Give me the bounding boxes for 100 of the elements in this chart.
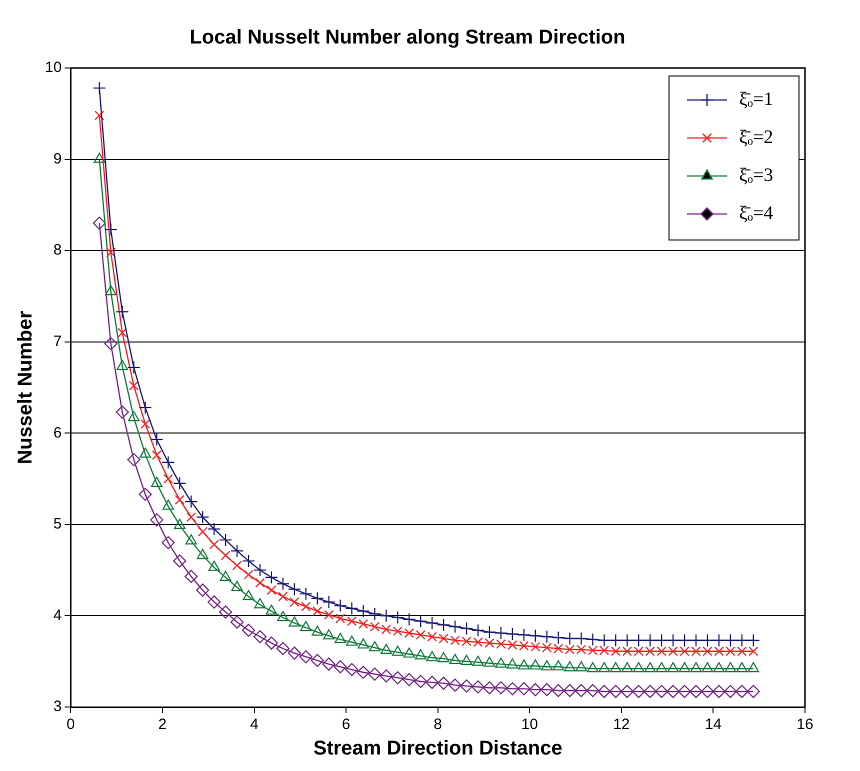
point	[334, 599, 347, 612]
point	[334, 632, 346, 644]
point	[714, 646, 724, 656]
point	[746, 684, 760, 698]
point	[530, 659, 542, 670]
point	[300, 620, 312, 632]
point	[576, 644, 586, 654]
point	[494, 626, 508, 640]
point	[198, 526, 208, 537]
point	[345, 662, 358, 676]
point	[689, 684, 703, 698]
point	[632, 684, 646, 698]
point	[712, 684, 726, 698]
point	[712, 634, 726, 647]
point	[356, 604, 370, 618]
point	[288, 616, 300, 627]
point	[184, 570, 198, 584]
point	[94, 110, 104, 120]
point	[668, 646, 678, 656]
point	[416, 630, 426, 640]
x-tick-label: 10	[521, 716, 538, 734]
point	[231, 580, 243, 592]
point	[610, 646, 621, 656]
chart-title: Local Nusselt Number along Stream Direction	[190, 26, 626, 49]
point	[184, 495, 198, 508]
point	[138, 400, 152, 414]
point	[392, 626, 403, 636]
point	[462, 636, 472, 646]
point	[621, 662, 633, 672]
point	[599, 646, 610, 656]
point	[540, 630, 554, 644]
point	[346, 616, 357, 626]
point	[656, 646, 666, 656]
point	[104, 222, 118, 236]
point	[645, 646, 655, 656]
point	[94, 152, 106, 163]
point	[152, 450, 162, 460]
point	[196, 548, 208, 560]
point	[162, 500, 174, 510]
point	[460, 622, 474, 636]
point	[426, 676, 439, 689]
x-tick-label: 16	[796, 716, 814, 734]
point	[414, 649, 426, 660]
point	[506, 627, 520, 641]
point	[609, 634, 622, 647]
point	[324, 610, 334, 620]
point	[335, 614, 346, 624]
point	[506, 658, 518, 669]
point	[116, 305, 129, 318]
point	[196, 510, 210, 524]
point	[368, 668, 382, 681]
point	[174, 518, 186, 529]
point	[186, 512, 196, 522]
point	[358, 619, 368, 629]
point	[255, 578, 265, 588]
point	[609, 684, 622, 698]
point	[310, 654, 324, 668]
point	[448, 620, 462, 634]
point	[700, 634, 714, 647]
point	[620, 634, 634, 647]
point	[553, 644, 564, 654]
point	[150, 513, 164, 526]
point	[700, 684, 714, 698]
point	[508, 640, 518, 650]
point	[230, 544, 244, 558]
point	[482, 626, 496, 639]
point	[737, 646, 747, 656]
point	[678, 684, 692, 698]
point	[598, 662, 610, 672]
point	[552, 631, 565, 644]
point	[473, 637, 483, 648]
point	[244, 570, 254, 580]
point	[105, 285, 117, 296]
point	[450, 636, 460, 646]
point	[117, 328, 128, 338]
point	[588, 646, 598, 656]
point	[208, 595, 221, 609]
point	[266, 585, 276, 595]
y-tick-label: 8	[53, 242, 62, 259]
point	[436, 676, 450, 690]
point	[620, 684, 634, 698]
point	[496, 639, 506, 649]
point	[253, 630, 267, 644]
point	[666, 684, 680, 698]
point	[449, 654, 461, 664]
point	[586, 632, 600, 646]
x-tick-label: 8	[434, 716, 442, 734]
point	[438, 652, 450, 662]
point	[517, 682, 530, 696]
point	[528, 629, 542, 642]
point	[622, 646, 632, 656]
point	[150, 432, 164, 446]
point	[163, 474, 174, 484]
point	[460, 654, 472, 665]
point	[735, 634, 748, 647]
point	[242, 624, 256, 637]
x-tick-label: 0	[66, 716, 75, 734]
point	[218, 605, 232, 619]
point	[402, 673, 416, 686]
point	[288, 582, 302, 596]
